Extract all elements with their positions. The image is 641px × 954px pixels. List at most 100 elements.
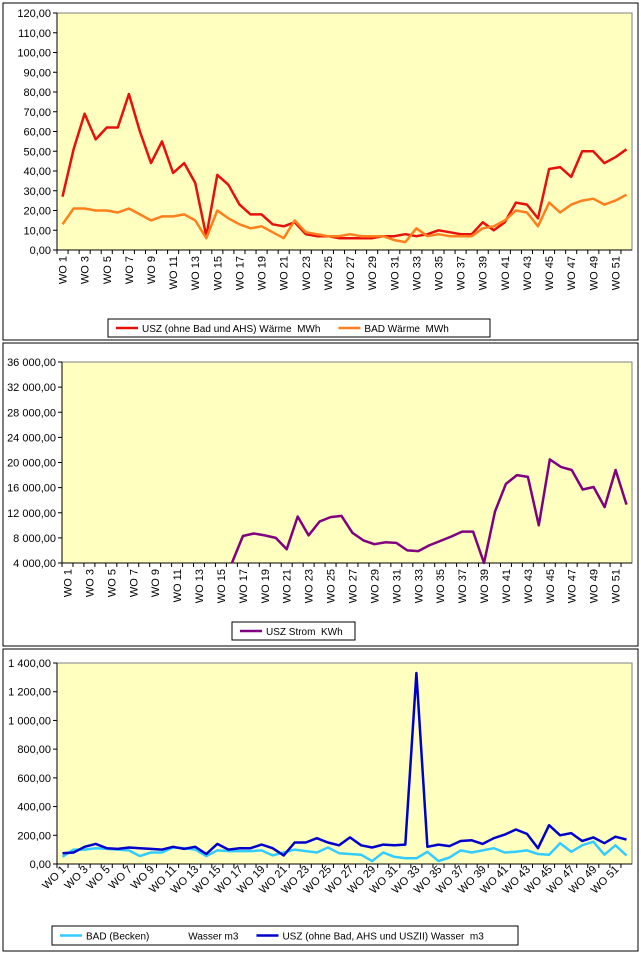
y-tick-label: 24 000,00 xyxy=(7,432,56,444)
y-tick-label: 100,00 xyxy=(17,48,51,60)
y-tick-label: 32 000,00 xyxy=(7,382,56,394)
legend-box xyxy=(231,621,356,641)
legend-label: USZ (ohne Bad, AHS und USZII) Wasser m3 xyxy=(282,932,484,943)
x-tick-label: WO 39 xyxy=(479,569,491,603)
x-tick-label: WO 23 xyxy=(301,256,313,290)
y-tick-label: 200,00 xyxy=(17,830,51,842)
x-tick-label: WO 49 xyxy=(588,256,600,290)
x-tick-label: WO 51 xyxy=(610,256,622,290)
y-tick-label: 50,00 xyxy=(23,146,51,158)
x-tick-label: WO 33 xyxy=(413,569,425,603)
x-tick-label: WO 47 xyxy=(567,569,579,603)
series-line xyxy=(230,458,628,565)
x-tick-label: WO 17 xyxy=(234,256,246,290)
x-tick-label: WO 21 xyxy=(282,569,294,603)
y-tick-label: 40,00 xyxy=(23,166,51,178)
x-tick-label: WO 31 xyxy=(391,569,403,603)
y-tick-label: 70,00 xyxy=(23,107,51,119)
y-tick-label: 1 200,00 xyxy=(8,687,51,699)
x-tick-label: WO 35 xyxy=(433,256,445,290)
y-tick-label: 400,00 xyxy=(17,802,51,814)
x-tick-label: WO 21 xyxy=(279,256,291,290)
x-tick-label: WO 11 xyxy=(168,256,180,289)
legend: USZ Strom KWh xyxy=(240,627,343,638)
legend-box xyxy=(107,318,491,338)
series-line xyxy=(61,92,628,240)
x-tick-label: WO 13 xyxy=(194,569,206,603)
x-tick-label: WO 9 xyxy=(150,569,162,597)
x-tick-label: WO 9 xyxy=(146,256,158,284)
y-tick-label: 80,00 xyxy=(23,87,51,99)
x-tick-label: WO 43 xyxy=(523,569,535,603)
x-tick-label: WO 33 xyxy=(411,256,423,290)
y-tick-label: 12 000,00 xyxy=(7,508,56,520)
x-tick-label: WO 19 xyxy=(260,569,272,603)
x-tick-label: WO 35 xyxy=(435,569,447,603)
x-tick-label: WO 27 xyxy=(347,569,359,603)
y-tick-label: 0,00 xyxy=(30,859,51,871)
chart: 0,00 10,00 20,00 30,00 40,00 50,00 60,00 70,00 8… xyxy=(2,2,639,341)
x-tick-label: WO 31 xyxy=(389,256,401,290)
x-tick-label: WO 29 xyxy=(369,569,381,603)
y-tick-label: 1 000,00 xyxy=(8,715,51,727)
series-line xyxy=(61,193,628,244)
y-tick-label: 1 400,00 xyxy=(8,658,51,670)
x-tick-label: WO 37 xyxy=(456,256,468,290)
x-tick-label: WO 19 xyxy=(257,256,269,290)
y-tick-label: 0,00 xyxy=(30,245,51,257)
x-tick-label: WO 1 xyxy=(62,569,74,597)
y-tick-label: 110,00 xyxy=(18,28,51,40)
x-tick-label: WO 51 xyxy=(611,569,623,603)
y-tick-label: 28 000,00 xyxy=(7,407,56,419)
x-tick-label: WO 15 xyxy=(216,569,228,603)
x-tick-label: WO 15 xyxy=(212,256,224,290)
x-tick-label: WO 11 xyxy=(172,569,184,602)
y-tick-label: 20,00 xyxy=(23,206,51,218)
y-tick-label: 10,00 xyxy=(23,225,51,237)
legend-label: BAD (Becken) Wasser m3 xyxy=(86,932,239,943)
x-tick-label: WO 45 xyxy=(545,569,557,603)
x-tick-label: WO 1 xyxy=(58,256,70,284)
y-tick-label: 600,00 xyxy=(17,773,51,785)
legend-label: BAD Wärme MWh xyxy=(364,324,448,335)
y-tick-label: 16 000,00 xyxy=(7,483,56,495)
legend-label: USZ (ohne Bad und AHS) Wärme MWh xyxy=(142,324,320,335)
plot-area xyxy=(61,361,633,564)
x-tick-label: WO 5 xyxy=(102,256,114,284)
x-tick-label: WO 39 xyxy=(478,256,490,290)
x-tick-label: WO 37 xyxy=(457,569,469,603)
x-tick-label: WO 13 xyxy=(190,256,202,290)
y-tick-label: 90,00 xyxy=(23,67,51,79)
x-tick-label: WO 27 xyxy=(345,256,357,290)
x-tick-label: WO 47 xyxy=(566,256,578,290)
y-tick-label: 36 000,00 xyxy=(7,357,56,369)
x-tick-label: WO 45 xyxy=(544,256,556,290)
x-tick-label: WO 41 xyxy=(501,569,513,603)
x-tick-label: WO 41 xyxy=(500,256,512,290)
legend-label: USZ Strom KWh xyxy=(266,627,343,638)
series-line xyxy=(61,840,628,863)
y-tick-label: 120,00 xyxy=(17,8,51,20)
x-tick-label: WO 7 xyxy=(124,256,136,284)
x-tick-label: WO 3 xyxy=(80,256,92,284)
legend: BAD (Becken) Wasser m3 USZ (ohne Bad, AHS… xyxy=(60,932,484,943)
plot-area xyxy=(56,662,633,865)
series-line xyxy=(62,671,627,857)
legend-box xyxy=(51,925,519,946)
plot-area xyxy=(56,12,633,251)
y-tick-label: 8 000,00 xyxy=(13,533,56,545)
y-tick-label: 60,00 xyxy=(23,127,51,139)
x-tick-label: WO 3 xyxy=(84,569,96,597)
y-tick-label: 20 000,00 xyxy=(7,458,56,470)
chart: 4 000,00 8 000,00 12 000,00 16 000,00 20 000… xyxy=(2,342,639,647)
x-tick-label: WO 5 xyxy=(106,569,118,597)
x-tick-label: WO 23 xyxy=(304,569,316,603)
legend: USZ (ohne Bad und AHS) Wärme MWh BAD Wärm… xyxy=(116,324,449,335)
x-tick-label: WO 43 xyxy=(522,256,534,290)
x-tick-label: WO 7 xyxy=(128,569,140,597)
y-tick-label: 30,00 xyxy=(23,186,51,198)
chart: 0,00 200,00 400,00 600,00 800,00 1 000,00 1 20… xyxy=(2,648,639,952)
x-tick-label: WO 17 xyxy=(238,569,250,603)
x-tick-label: WO 25 xyxy=(323,256,335,290)
